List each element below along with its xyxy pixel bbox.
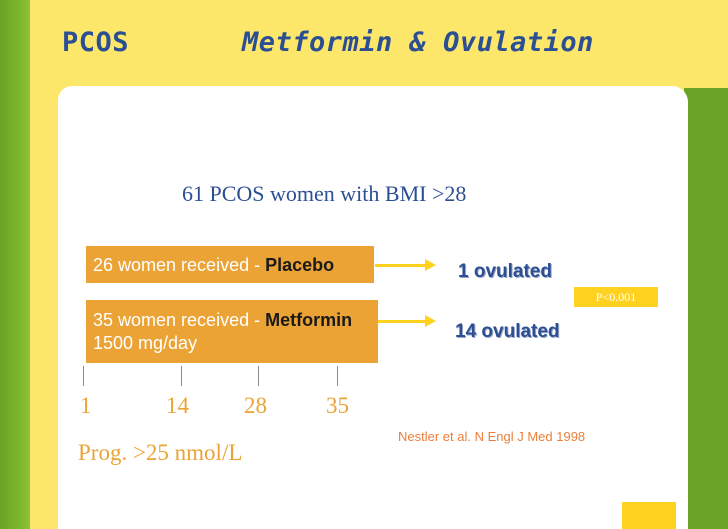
progesterone-criterion: Prog. >25 nmol/L bbox=[78, 440, 243, 465]
metformin-result: 14 ovulated bbox=[455, 321, 560, 342]
citation: Nestler et al. N Engl J Med 1998 bbox=[398, 429, 586, 444]
metformin-drug: Metformin bbox=[265, 310, 353, 330]
timeline-tick-1 bbox=[83, 366, 84, 386]
corner-decoration bbox=[622, 502, 676, 529]
slide-title-left: PCOS bbox=[62, 27, 130, 58]
metformin-dose: 1500 mg/day bbox=[93, 333, 198, 353]
timeline-tick-14 bbox=[181, 366, 182, 386]
study-population: 61 PCOS women with BMI >28 bbox=[182, 181, 467, 206]
timeline-day-28: 28 bbox=[244, 393, 267, 418]
timeline-day-1: 1 bbox=[80, 393, 92, 418]
placebo-group-label: 26 women received - bbox=[93, 255, 266, 275]
placebo-group-box: 26 women received - Placebo bbox=[86, 246, 374, 283]
metformin-arrow bbox=[378, 315, 436, 327]
placebo-drug: Placebo bbox=[265, 255, 335, 275]
left-green-bar bbox=[0, 0, 30, 529]
timeline-day-14: 14 bbox=[166, 393, 189, 418]
placebo-arrow bbox=[375, 259, 436, 271]
p-value-badge: P<0.001 bbox=[574, 287, 658, 307]
timeline-day-35: 35 bbox=[326, 393, 349, 418]
timeline-tick-28 bbox=[258, 366, 259, 386]
metformin-group-box: 35 women received - Metformin 1500 mg/da… bbox=[86, 300, 378, 363]
timeline-tick-35 bbox=[337, 366, 338, 386]
slide-title-right: Metformin & Ovulation bbox=[242, 27, 594, 58]
placebo-result: 1 ovulated bbox=[458, 261, 552, 282]
metformin-group-label: 35 women received - bbox=[93, 310, 266, 330]
